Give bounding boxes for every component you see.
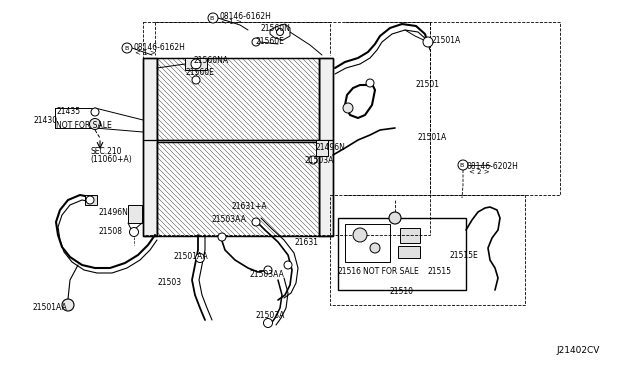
Text: 21503A: 21503A bbox=[255, 311, 284, 320]
Circle shape bbox=[91, 108, 99, 116]
Text: 08146-6162H: 08146-6162H bbox=[133, 43, 185, 52]
Bar bbox=[85, 195, 97, 205]
Circle shape bbox=[264, 318, 273, 327]
Text: < 1 >: < 1 > bbox=[221, 19, 242, 25]
Circle shape bbox=[191, 59, 201, 69]
Text: (11060+A): (11060+A) bbox=[90, 155, 132, 164]
Circle shape bbox=[366, 79, 374, 87]
Text: 21501A: 21501A bbox=[418, 133, 447, 142]
Text: 21501: 21501 bbox=[416, 80, 440, 89]
Circle shape bbox=[252, 218, 260, 226]
Text: J21402CV: J21402CV bbox=[556, 346, 600, 355]
Text: < 2 >: < 2 > bbox=[469, 169, 490, 175]
Bar bbox=[319, 58, 333, 236]
Bar bbox=[157, 58, 319, 140]
Text: SEC.210: SEC.210 bbox=[90, 147, 122, 156]
Text: 21435: 21435 bbox=[56, 107, 80, 116]
Circle shape bbox=[86, 196, 94, 204]
Circle shape bbox=[309, 156, 317, 164]
Text: 21560E: 21560E bbox=[256, 37, 285, 46]
Bar bbox=[400, 228, 420, 243]
Circle shape bbox=[389, 212, 401, 224]
Text: 21503AA: 21503AA bbox=[250, 270, 285, 279]
Circle shape bbox=[276, 29, 284, 35]
Bar bbox=[185, 58, 207, 70]
Text: B: B bbox=[210, 16, 214, 20]
Text: 21496N: 21496N bbox=[98, 208, 128, 217]
Circle shape bbox=[343, 103, 353, 113]
Bar bbox=[143, 58, 157, 236]
Circle shape bbox=[62, 299, 74, 311]
Text: 21501AA: 21501AA bbox=[174, 252, 209, 261]
Text: 21516: 21516 bbox=[338, 267, 362, 276]
Text: 21430: 21430 bbox=[33, 116, 57, 125]
Text: 21503A: 21503A bbox=[305, 156, 334, 165]
Circle shape bbox=[195, 253, 205, 263]
Text: 21631+A: 21631+A bbox=[232, 202, 268, 211]
Text: 08146-6202H: 08146-6202H bbox=[467, 162, 519, 171]
Circle shape bbox=[264, 266, 272, 274]
Circle shape bbox=[192, 76, 200, 84]
Circle shape bbox=[129, 228, 138, 237]
Circle shape bbox=[458, 160, 468, 170]
Circle shape bbox=[208, 13, 218, 23]
Bar bbox=[143, 58, 157, 236]
Text: 21496N: 21496N bbox=[316, 143, 346, 152]
Text: NOT FOR SALE: NOT FOR SALE bbox=[56, 121, 112, 130]
Text: 21503AA: 21503AA bbox=[212, 215, 247, 224]
Text: 21515: 21515 bbox=[428, 267, 452, 276]
Text: 21560NA: 21560NA bbox=[193, 56, 228, 65]
Text: B: B bbox=[460, 163, 464, 167]
Circle shape bbox=[423, 37, 433, 47]
Text: 21508: 21508 bbox=[98, 227, 122, 236]
Text: NOT FOR SALE: NOT FOR SALE bbox=[363, 267, 419, 276]
Text: 21515E: 21515E bbox=[450, 251, 479, 260]
Bar bbox=[157, 142, 319, 236]
Text: 21560E: 21560E bbox=[185, 68, 214, 77]
Bar bbox=[157, 142, 319, 236]
Bar bbox=[128, 205, 142, 223]
Circle shape bbox=[370, 243, 380, 253]
Bar bbox=[316, 140, 328, 156]
Circle shape bbox=[252, 38, 260, 46]
Bar bbox=[319, 58, 333, 236]
Circle shape bbox=[122, 43, 132, 53]
Text: 21501AA: 21501AA bbox=[32, 303, 67, 312]
Text: 21631: 21631 bbox=[295, 238, 319, 247]
Text: B: B bbox=[124, 45, 128, 51]
Text: 21503: 21503 bbox=[157, 278, 181, 287]
Circle shape bbox=[218, 233, 226, 241]
Text: 21501A: 21501A bbox=[432, 36, 461, 45]
Bar bbox=[398, 246, 420, 258]
Bar bbox=[345, 224, 390, 262]
Text: 21510: 21510 bbox=[390, 287, 414, 296]
Text: 21560N: 21560N bbox=[261, 24, 291, 33]
Bar bbox=[157, 58, 319, 140]
Circle shape bbox=[353, 228, 367, 242]
Circle shape bbox=[284, 261, 292, 269]
Text: < 1 >: < 1 > bbox=[135, 50, 156, 56]
Text: 08146-6162H: 08146-6162H bbox=[219, 12, 271, 21]
Circle shape bbox=[90, 119, 100, 129]
Bar bbox=[338, 218, 466, 290]
